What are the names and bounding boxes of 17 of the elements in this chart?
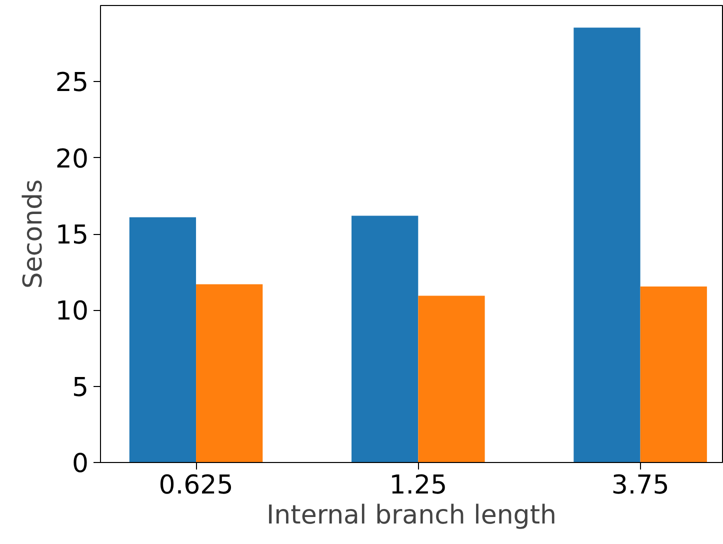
y-tick-label: 10 xyxy=(55,296,89,327)
y-tick-label: 15 xyxy=(55,220,89,250)
bar xyxy=(196,284,263,462)
y-tick-label: 0 xyxy=(72,449,89,479)
bar xyxy=(574,28,640,462)
x-axis-title: Internal branch length xyxy=(266,500,557,530)
bar xyxy=(418,296,485,462)
bar xyxy=(129,217,196,462)
x-tick-label: 1.25 xyxy=(389,470,448,500)
bar xyxy=(640,286,707,462)
y-tick-label: 5 xyxy=(72,372,89,403)
bar xyxy=(352,216,418,462)
y-tick-label: 20 xyxy=(55,144,89,174)
y-axis-title: Seconds xyxy=(18,179,48,289)
x-tick-label: 0.625 xyxy=(158,470,234,500)
x-tick-label: 3.75 xyxy=(611,470,670,500)
y-tick-label: 25 xyxy=(55,68,89,98)
